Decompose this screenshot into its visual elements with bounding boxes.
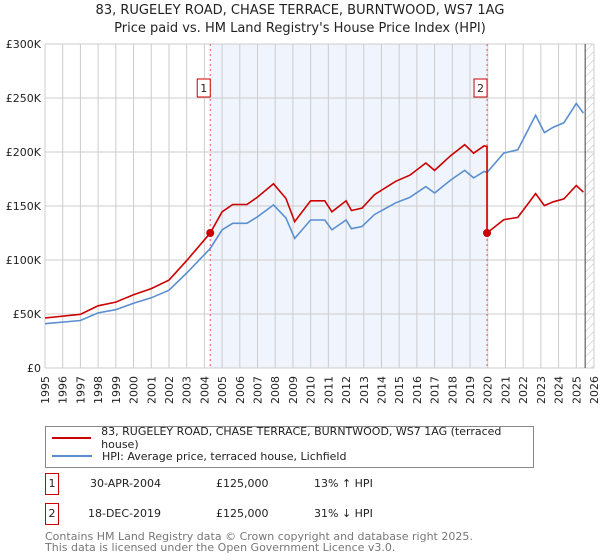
- y-tick-label: £100K: [6, 254, 42, 267]
- x-tick-label: 2017: [429, 376, 442, 404]
- x-tick-label: 2020: [482, 376, 495, 404]
- x-tick-label: 2007: [252, 376, 265, 404]
- y-tick-label: £150K: [6, 200, 42, 213]
- transaction-date: 30-APR-2004: [90, 477, 162, 490]
- hpi-line: [44, 101, 585, 325]
- x-tick-label: 2004: [198, 376, 211, 404]
- x-tick-label: 2022: [517, 376, 530, 404]
- legend: 83, RUGELEY ROAD, CHASE TERRACE, BURNTWO…: [45, 425, 534, 468]
- transaction-hpi: 13% ↑ HPI: [314, 477, 373, 490]
- x-tick-label: 2023: [535, 376, 548, 404]
- transaction-price: £125,000: [216, 477, 269, 490]
- y-tick-label: £250K: [6, 92, 42, 105]
- legend-label: 83, RUGELEY ROAD, CHASE TERRACE, BURNTWO…: [101, 425, 502, 451]
- x-tick-label: 2021: [499, 376, 512, 404]
- x-tick-label: 2001: [145, 376, 158, 404]
- sale-label: 2: [477, 82, 484, 95]
- legend-swatch-blue: [52, 455, 92, 457]
- transaction-price: £125,000: [216, 507, 269, 520]
- legend-item-hpi: HPI: Average price, terraced house, Lich…: [46, 448, 346, 464]
- sale-label-box: [473, 78, 488, 98]
- x-tick-label: 2018: [446, 376, 459, 404]
- y-tick-label: £50K: [13, 308, 42, 321]
- marker-badge: 2: [45, 503, 59, 525]
- transaction-row: 1 30-APR-2004 £125,000 13% ↑ HPI: [45, 473, 545, 495]
- sale-label: 1: [200, 82, 207, 95]
- x-tick-label: 2016: [411, 376, 424, 404]
- marker-badge: 1: [45, 473, 59, 495]
- x-tick-label: 1999: [110, 376, 123, 404]
- price-chart: 1995 1996 1997 1998 1999 2000 2001 2002 2003 2004…: [6, 38, 600, 404]
- x-tick-label: 2005: [216, 376, 229, 404]
- chart-title: 83, RUGELEY ROAD, CHASE TERRACE, BURNTWO…: [95, 3, 505, 18]
- x-tick-label: 2015: [393, 376, 406, 404]
- x-tick-label: 2008: [269, 376, 282, 404]
- x-tick-label: 1998: [92, 376, 105, 404]
- transaction-row: 2 18-DEC-2019 £125,000 31% ↓ HPI: [45, 503, 545, 525]
- x-tick-label: 2003: [181, 376, 194, 404]
- sale-point: [206, 229, 215, 237]
- x-tick-label: 1997: [74, 376, 87, 404]
- x-tick-label: 2000: [128, 376, 141, 404]
- x-tick-label: 2010: [305, 376, 318, 404]
- footer-copyright: Contains HM Land Registry data © Crown c…: [45, 530, 473, 543]
- x-tick-label: 2014: [375, 376, 388, 404]
- x-tick-label: 2012: [340, 376, 353, 404]
- footer-licence: This data is licensed under the Open Gov…: [45, 541, 396, 554]
- y-tick-label: £300K: [6, 38, 42, 51]
- property-price-line: [44, 143, 584, 319]
- legend-swatch-red: [52, 437, 92, 439]
- x-tick-label: 2019: [464, 376, 477, 404]
- legend-item-property: 83, RUGELEY ROAD, CHASE TERRACE, BURNTWO…: [46, 425, 533, 451]
- sale-point: [483, 229, 492, 237]
- x-tick-label: 2009: [287, 376, 300, 404]
- x-tick-label: 1995: [39, 376, 52, 404]
- legend-label: HPI: Average price, terraced house, Lich…: [102, 449, 347, 463]
- x-tick-label: 2013: [358, 376, 371, 404]
- x-tick-label: 1996: [57, 376, 70, 404]
- chart-subtitle: Price paid vs. HM Land Registry's House …: [114, 21, 486, 36]
- x-tick-label: 2024: [553, 376, 566, 404]
- transaction-date: 18-DEC-2019: [88, 507, 162, 520]
- x-tick-label: 2011: [322, 376, 335, 404]
- transaction-hpi: 31% ↓ HPI: [314, 507, 373, 520]
- x-tick-label: 2025: [570, 376, 583, 404]
- y-tick-label: £200K: [6, 146, 42, 159]
- x-tick-label: 2006: [234, 376, 247, 404]
- x-tick-label: 2002: [163, 376, 176, 404]
- sale-label-box: [196, 78, 211, 98]
- x-tick-label: 2026: [588, 376, 600, 404]
- y-tick-label: £0: [27, 362, 41, 375]
